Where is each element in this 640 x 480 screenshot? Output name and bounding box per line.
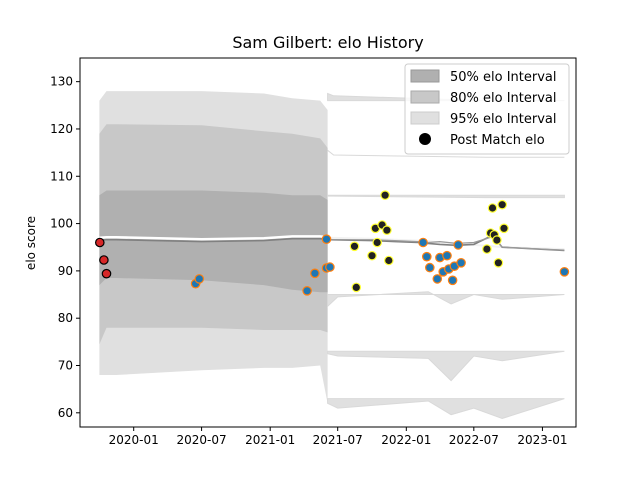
data-point: [499, 223, 509, 234]
y-tick-label: 110: [50, 169, 73, 183]
data-point: [492, 235, 502, 245]
y-axis: 60 70 80 90 100 110 120 130: [50, 75, 80, 420]
x-tick-label: 2023-01: [517, 433, 567, 447]
data-point: [456, 257, 466, 268]
legend-swatch-95: [410, 111, 440, 125]
y-tick-label: 60: [58, 406, 73, 420]
late-white-line: [327, 236, 565, 251]
y-tick-label: 80: [58, 311, 73, 325]
data-point: [99, 255, 109, 265]
legend-marker-post-match: [419, 133, 431, 145]
interval-bands: [99, 91, 565, 420]
x-tick-label: 2020-07: [177, 433, 227, 447]
band-late-lower-50: [327, 291, 565, 308]
data-point: [447, 275, 458, 286]
early-white-line: [99, 235, 328, 241]
data-point: [559, 266, 570, 277]
data-point: [325, 262, 335, 272]
band-late-upper-80: [327, 149, 565, 158]
data-point: [95, 237, 105, 248]
data-point: [310, 268, 320, 279]
data-point: [349, 241, 360, 252]
legend-label-95: 95% elo Interval: [450, 112, 557, 127]
data-point: [453, 240, 463, 250]
data-point: [194, 274, 205, 284]
legend-swatch-50: [410, 69, 440, 83]
data-point: [497, 199, 507, 210]
data-point: [487, 203, 498, 213]
y-tick-label: 100: [50, 217, 73, 231]
band-late-upper-50: [327, 194, 565, 199]
y-tick-label: 130: [50, 75, 73, 89]
early-mean-line: [99, 237, 328, 243]
legend-label-50: 50% elo Interval: [450, 70, 557, 85]
data-point: [380, 190, 390, 200]
data-point: [482, 244, 492, 254]
data-point: [302, 285, 312, 296]
plot-frame: [79, 57, 577, 428]
legend: 50% elo Interval 80% elo Interval 95% el…: [404, 63, 570, 155]
x-tick-label: 2021-01: [245, 433, 295, 447]
data-point: [321, 234, 332, 244]
x-tick-label: 2020-01: [109, 433, 159, 447]
x-tick-label: 2022-07: [449, 433, 499, 447]
data-point: [493, 257, 504, 268]
data-point: [418, 237, 428, 248]
data-point: [442, 250, 452, 261]
band-late-lower-95: [327, 398, 565, 420]
data-point: [432, 274, 443, 284]
x-tick-label: 2022-01: [381, 433, 431, 447]
y-tick-label: 90: [58, 264, 73, 278]
band-late-lower-80: [327, 350, 565, 382]
data-point: [424, 262, 435, 273]
data-point: [101, 268, 112, 279]
legend-label-post-match: Post Match elo: [450, 133, 545, 148]
y-tick-label: 120: [50, 122, 73, 136]
legend-box: [404, 63, 570, 155]
data-point: [421, 251, 432, 262]
y-axis-label: elo score: [24, 216, 38, 270]
post-match-points: [95, 190, 570, 296]
legend-label-80: 80% elo Interval: [450, 91, 557, 106]
chart-title: Sam Gilbert: elo History: [232, 33, 423, 52]
legend-swatch-80: [410, 90, 440, 104]
data-point: [382, 225, 392, 235]
data-point: [383, 255, 394, 266]
x-axis: 2020-01 2020-07 2021-01 2021-07 2022-01 2022-…: [109, 427, 568, 447]
y-tick-label: 70: [58, 359, 73, 373]
data-point: [351, 282, 362, 293]
data-point: [372, 237, 382, 248]
data-point: [367, 250, 377, 261]
x-tick-label: 2021-07: [313, 433, 363, 447]
